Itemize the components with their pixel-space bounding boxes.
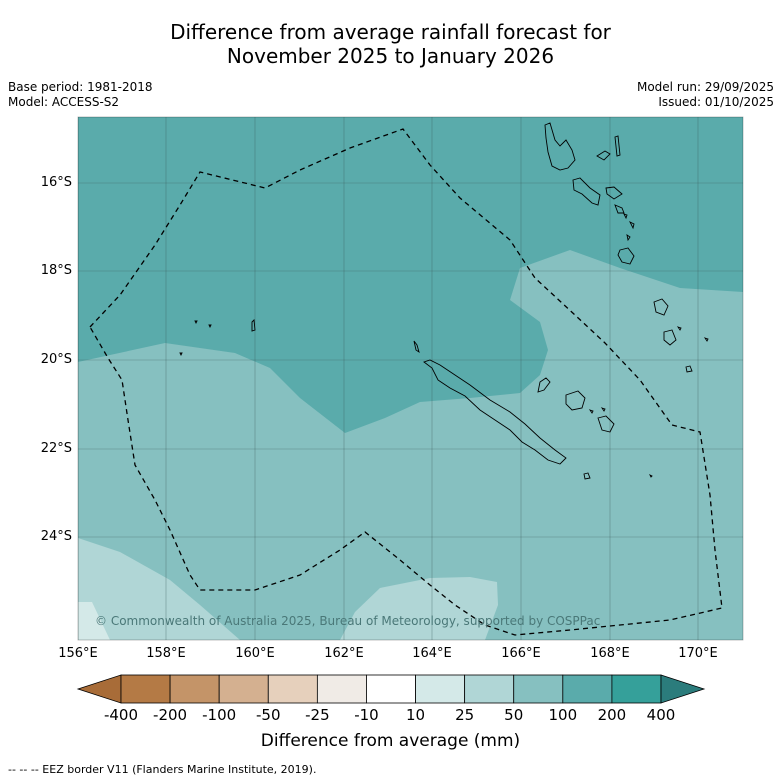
model-name: Model: ACCESS-S2 [8, 95, 120, 109]
copyright-text: © Commonwealth of Australia 2025, Bureau… [95, 614, 601, 628]
lon-label-168e: 168°E [590, 646, 630, 661]
meta-left: Base period: 1981-2018 Model: ACCESS-S2 [8, 80, 153, 110]
rainfall-map [78, 117, 743, 640]
map-frame [77, 116, 744, 641]
lon-label-170e: 170°E [678, 646, 718, 661]
colorbar-segment [513, 674, 564, 704]
colorbar-segment [316, 674, 367, 704]
band-25-50 [78, 538, 240, 640]
lon-label-156e: 156°E [58, 646, 98, 661]
vanuatu-islands [544, 122, 709, 373]
lon-label-166e: 166°E [501, 646, 541, 661]
colorbar-segment [415, 674, 466, 704]
model-run: Model run: 29/09/2025 [636, 80, 774, 94]
band-25-50-south [340, 577, 498, 640]
colorbar-segment [169, 674, 220, 704]
lat-label-24s: 24°S [40, 529, 72, 544]
new-caledonia [413, 340, 653, 480]
colorbar-tick-label: -100 [202, 706, 237, 724]
colorbar-title: Difference from average (mm) [260, 731, 521, 751]
eez-border [89, 128, 723, 636]
colorbar-segment [120, 674, 171, 704]
colorbar-extend-high [660, 674, 706, 704]
colorbar-tick-label: 200 [597, 706, 627, 724]
eez-legend-footer: -- -- -- EEZ border V11 (Flanders Marine… [8, 763, 317, 776]
lat-label-22s: 22°S [40, 441, 72, 456]
colorbar-segment [218, 674, 269, 704]
lat-label-20s: 20°S [40, 352, 72, 367]
chart-title: Difference from average rainfall forecas… [0, 20, 781, 68]
lon-label-162e: 162°E [324, 646, 364, 661]
reef-islands [179, 319, 256, 357]
colorbar-tick-label: -50 [256, 706, 281, 724]
colorbar-segment [366, 674, 416, 704]
colorbar-segment [611, 674, 662, 704]
colorbar-tick-label: -10 [354, 706, 379, 724]
colorbar [76, 674, 706, 704]
colorbar-segment [562, 674, 613, 704]
base-period: Base period: 1981-2018 [8, 80, 153, 94]
colorbar-tick-label: 50 [504, 706, 524, 724]
lat-label-16s: 16°S [40, 175, 72, 190]
lat-label-18s: 18°S [40, 263, 72, 278]
issued-date: Issued: 01/10/2025 [658, 95, 774, 109]
title-line-1: Difference from average rainfall forecas… [170, 20, 611, 44]
colorbar-tick-label: 100 [548, 706, 578, 724]
colorbar-extend-low [76, 674, 122, 704]
colorbar-tick-label: -25 [305, 706, 330, 724]
colorbar-tick-label: -200 [153, 706, 188, 724]
title-line-2: November 2025 to January 2026 [226, 44, 555, 68]
colorbar-tick-label: 10 [405, 706, 426, 724]
lon-label-158e: 158°E [146, 646, 186, 661]
colorbar-segment [267, 674, 318, 704]
band-50-100 [78, 250, 743, 640]
colorbar-tick-label: -400 [103, 706, 139, 724]
colorbar-segment [464, 674, 515, 704]
colorbar-tick-label: 25 [455, 706, 475, 724]
colorbar-tick-label: 400 [646, 706, 676, 724]
lon-label-160e: 160°E [235, 646, 275, 661]
grid-lines [78, 117, 743, 640]
band-10-25-corner [78, 602, 110, 640]
meta-right: Model run: 29/09/2025 Issued: 01/10/2025 [637, 80, 774, 110]
lon-label-164e: 164°E [412, 646, 452, 661]
